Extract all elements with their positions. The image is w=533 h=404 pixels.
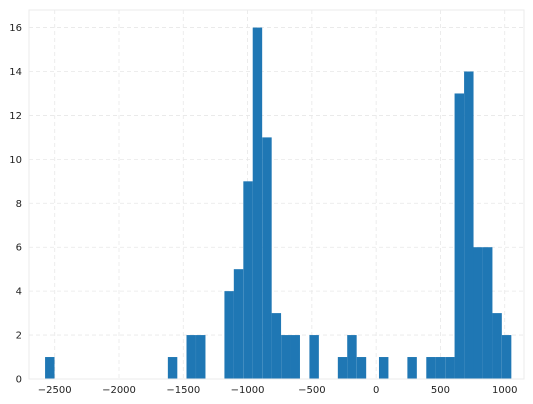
histogram-bar xyxy=(435,357,446,379)
histogram-bar xyxy=(224,291,234,379)
bars xyxy=(45,27,512,379)
x-tick-label: −2000 xyxy=(102,385,136,396)
histogram-bar xyxy=(473,247,483,379)
y-tick-label: 2 xyxy=(16,331,22,342)
y-tick-label: 14 xyxy=(9,67,22,78)
histogram-bar xyxy=(482,247,493,379)
histogram-bar xyxy=(233,269,244,379)
y-tick-label: 0 xyxy=(16,375,22,386)
x-tick-label: −1000 xyxy=(231,385,265,396)
x-axis-ticks: −2500 −2000 −1500 −1000 −500 0 500 1000 xyxy=(38,385,518,396)
y-tick-label: 16 xyxy=(9,23,22,34)
histogram-bar xyxy=(378,357,389,379)
histogram-bar xyxy=(337,357,348,379)
histogram-bar xyxy=(45,357,55,379)
histogram-bar xyxy=(454,93,465,379)
x-tick-label: −1500 xyxy=(166,385,200,396)
histogram-bar xyxy=(262,137,272,379)
x-tick-label: −500 xyxy=(298,385,325,396)
histogram-bar xyxy=(196,335,206,379)
y-tick-label: 6 xyxy=(16,243,22,254)
y-axis-ticks: 0 2 4 6 8 10 12 14 16 xyxy=(9,23,22,385)
x-tick-label: 1000 xyxy=(492,385,517,396)
histogram-bar xyxy=(356,357,367,379)
histogram-bar xyxy=(464,71,474,379)
histogram-bar xyxy=(186,335,196,379)
histogram-bar xyxy=(445,357,455,379)
histogram-bar xyxy=(309,335,319,379)
histogram-bar xyxy=(167,357,178,379)
histogram-bar xyxy=(271,313,282,379)
histogram-bar xyxy=(347,335,357,379)
histogram-bar xyxy=(426,357,436,379)
x-tick-label: 500 xyxy=(431,385,450,396)
y-tick-label: 8 xyxy=(16,199,22,210)
histogram-bar xyxy=(243,181,253,379)
histogram-bar xyxy=(501,335,512,379)
histogram-bar xyxy=(492,313,502,379)
x-tick-label: 0 xyxy=(373,385,379,396)
y-tick-label: 4 xyxy=(16,287,22,298)
x-tick-label: −2500 xyxy=(38,385,72,396)
plot-frame xyxy=(28,9,525,380)
y-tick-label: 10 xyxy=(9,155,22,166)
histogram-bar xyxy=(252,27,263,379)
histogram-bar xyxy=(290,335,300,379)
y-tick-label: 12 xyxy=(9,111,22,122)
histogram-bar xyxy=(281,335,291,379)
histogram-bar xyxy=(407,357,417,379)
